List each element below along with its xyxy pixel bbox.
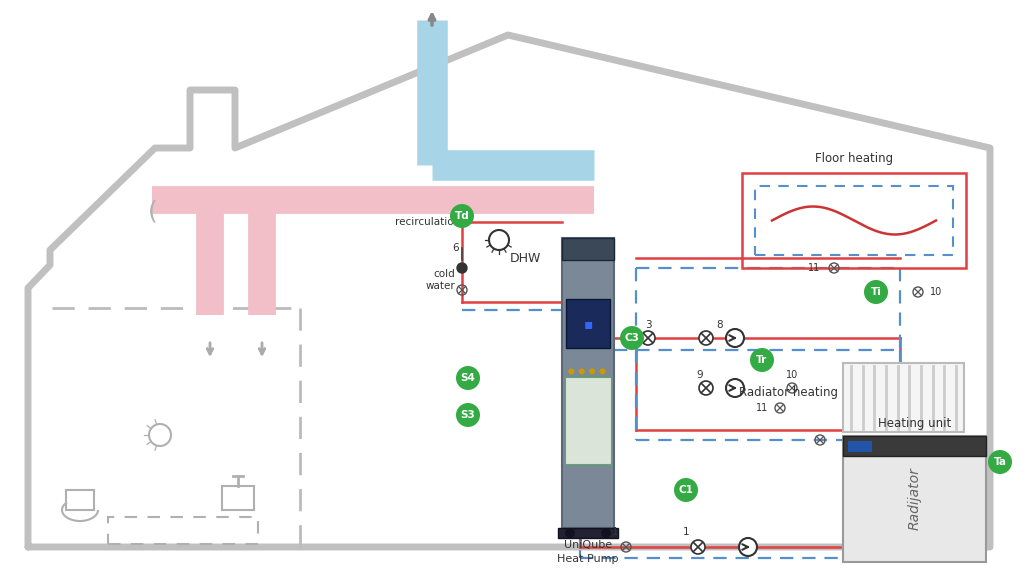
Circle shape [726,329,744,347]
Text: 3: 3 [645,320,651,330]
Text: ▪: ▪ [584,317,593,331]
Circle shape [456,403,480,427]
Text: S3: S3 [461,410,475,420]
Circle shape [600,368,605,374]
Circle shape [641,331,655,345]
Text: S4: S4 [461,373,475,383]
Circle shape [988,450,1012,474]
Text: 10: 10 [930,287,942,297]
Text: 10: 10 [785,370,798,380]
Circle shape [568,368,574,374]
Text: UniQube
Heat Pump: UniQube Heat Pump [557,540,618,564]
Text: C3: C3 [625,333,639,343]
Circle shape [699,331,713,345]
Text: recirculation: recirculation [394,217,460,227]
Bar [566,299,610,348]
Text: Tr: Tr [757,355,768,365]
Circle shape [601,528,611,538]
Bar [843,363,964,432]
Bar [108,517,258,544]
Circle shape [691,540,705,554]
Text: Heating unit: Heating unit [878,417,951,430]
Text: cold
water: cold water [425,269,455,291]
Text: Td: Td [455,211,469,221]
Bar [843,436,986,456]
Text: DHW: DHW [510,252,542,264]
Text: 11: 11 [756,403,768,413]
Text: Radiator heating: Radiator heating [739,386,838,399]
Bar [562,238,614,528]
Bar [562,238,614,260]
Bar [848,441,872,452]
Bar [558,528,618,538]
Circle shape [750,348,774,372]
Bar [222,486,254,510]
Text: Radijator: Radijator [907,467,922,530]
Circle shape [674,478,698,502]
Bar [565,377,611,464]
Text: 8: 8 [717,320,723,330]
Circle shape [450,204,474,228]
Text: C1: C1 [679,485,693,495]
Circle shape [579,368,585,374]
Text: (: ( [148,199,158,223]
Bar [843,436,986,562]
Text: 6: 6 [453,243,459,253]
Circle shape [565,528,575,538]
Bar [742,173,966,268]
Text: 1: 1 [683,527,689,537]
Circle shape [589,368,595,374]
Text: 9: 9 [696,370,703,380]
Circle shape [726,379,744,397]
Text: Ta: Ta [993,457,1007,467]
Circle shape [456,366,480,390]
Circle shape [620,326,644,350]
Text: Ti: Ti [870,287,882,297]
Text: 1: 1 [611,527,618,537]
Text: Floor heating: Floor heating [815,152,893,165]
Text: 11: 11 [808,263,820,273]
Bar [66,490,94,510]
Circle shape [457,263,467,273]
Bar [755,186,953,255]
Circle shape [864,280,888,304]
Circle shape [699,381,713,395]
Circle shape [739,538,757,556]
